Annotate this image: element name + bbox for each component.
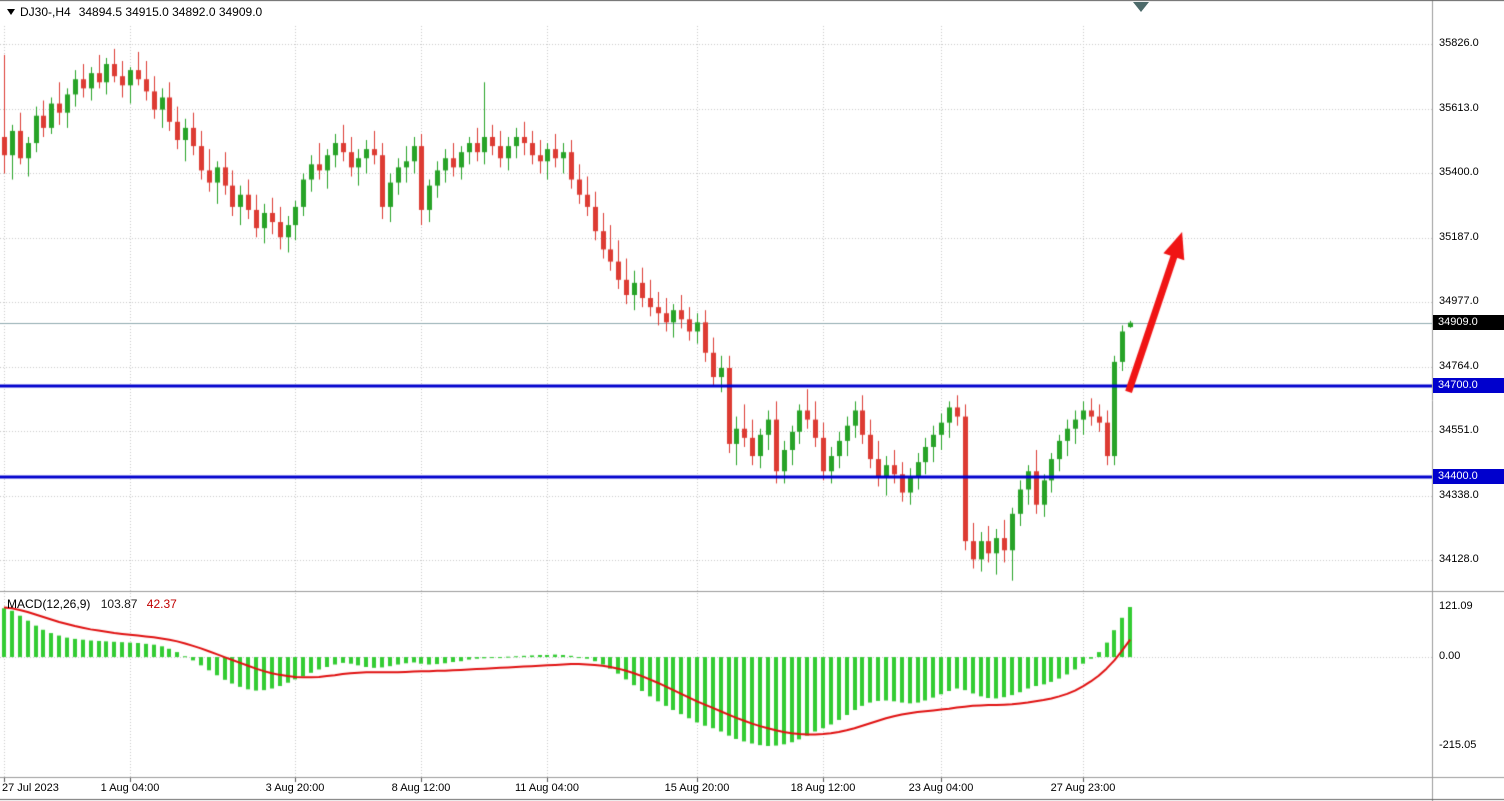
symbol-timeframe-label: DJ30-,H4 — [20, 5, 71, 19]
ohlc-values: 34894.5 34915.0 34892.0 34909.0 — [78, 5, 263, 19]
time-tick-label: 15 Aug 20:00 — [664, 782, 730, 794]
macd-header: MACD(12,26,9) 103.87 42.37 — [7, 597, 177, 611]
time-tick-label: 1 Aug 04:00 — [100, 782, 160, 794]
price-tick-label: 34977.0 — [1439, 295, 1479, 307]
time-tick-label: 27 Aug 23:00 — [1050, 782, 1116, 794]
level-price-badge: 34700.0 — [1433, 378, 1504, 393]
time-axis[interactable]: 27 Jul 2023 1 Aug 04:00 3 Aug 20:00 8 Aug 1… — [0, 779, 1432, 801]
macd-signal-value: 42.37 — [146, 597, 177, 611]
macd-scale-label: -215.05 — [1439, 739, 1477, 751]
level-price-badge: 34400.0 — [1433, 469, 1504, 484]
symbol-marker-icon — [7, 9, 15, 15]
macd-scale-label: 121.09 — [1439, 600, 1473, 612]
price-tick-label: 34338.0 — [1439, 489, 1479, 501]
symbol-ohlc-header: DJ30-,H4 34894.5 34915.0 34892.0 34909.0 — [7, 5, 262, 19]
macd-main-value: 103.87 — [100, 597, 138, 611]
time-tick-label: 3 Aug 20:00 — [265, 782, 325, 794]
time-tick-label: 18 Aug 12:00 — [790, 782, 856, 794]
time-tick-label: 27 Jul 2023 — [2, 782, 59, 794]
macd-scale-label: 0.00 — [1439, 650, 1461, 662]
time-tick-label: 23 Aug 04:00 — [908, 782, 974, 794]
time-tick-label: 8 Aug 12:00 — [391, 782, 451, 794]
price-tick-label: 34128.0 — [1439, 553, 1479, 565]
price-tick-label: 34764.0 — [1439, 360, 1479, 372]
price-tick-label: 35400.0 — [1439, 166, 1479, 178]
price-tick-label: 35826.0 — [1439, 37, 1479, 49]
price-tick-label: 35187.0 — [1439, 231, 1479, 243]
price-axis[interactable]: 35826.0 35613.0 35400.0 35187.0 34977.0 34764… — [1437, 0, 1503, 801]
macd-indicator-label: MACD(12,26,9) — [7, 597, 91, 611]
time-tick-label: 11 Aug 04:00 — [514, 782, 580, 794]
current-price-badge: 34909.0 — [1433, 315, 1504, 330]
price-tick-label: 34551.0 — [1439, 424, 1479, 436]
chart-shift-marker-icon[interactable] — [1133, 2, 1149, 12]
price-tick-label: 35613.0 — [1439, 102, 1479, 114]
